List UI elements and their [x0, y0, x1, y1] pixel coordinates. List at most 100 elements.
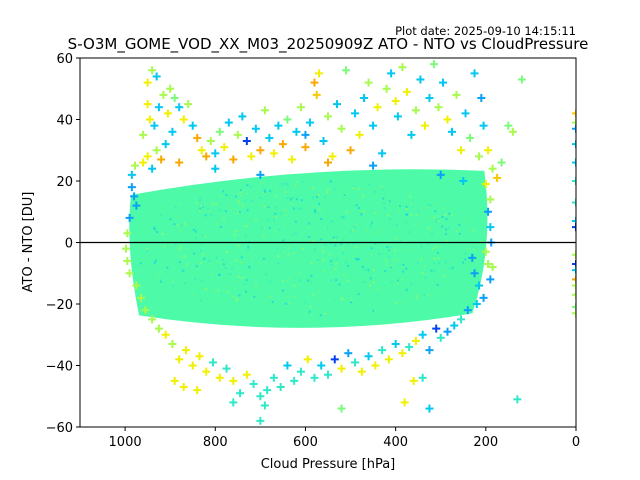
core-speckle [335, 279, 338, 282]
core-speckle [402, 248, 405, 251]
scatter-point [382, 84, 391, 93]
core-speckle [402, 265, 405, 268]
core-speckle [270, 205, 273, 207]
core-speckle [183, 282, 186, 285]
core-speckle [356, 258, 359, 261]
core-speckle [286, 296, 289, 299]
x-tick-label: 1000 [109, 435, 142, 450]
core-speckle [139, 262, 142, 265]
scatter-point [572, 223, 576, 232]
core-speckle [284, 191, 287, 194]
core-speckle [304, 311, 307, 314]
scatter-point [154, 324, 163, 333]
core-speckle [449, 267, 452, 270]
core-speckle [433, 216, 436, 219]
core-speckle [185, 248, 188, 250]
core-speckle [382, 197, 385, 200]
y-axis: −60 −40 −20 0 20 40 60 [46, 52, 80, 436]
scatter-point [572, 303, 576, 312]
core-speckle [224, 267, 227, 269]
core-speckle [384, 259, 387, 262]
scatter-point [123, 229, 132, 238]
scatter-point [256, 146, 265, 155]
scatter-point [488, 263, 497, 272]
core-speckle [430, 269, 433, 272]
core-speckle [420, 245, 423, 248]
core-speckle [389, 246, 392, 249]
core-speckle [246, 192, 249, 195]
scatter-point [170, 376, 179, 385]
scatter-point [188, 361, 197, 370]
core-speckle [330, 264, 333, 266]
core-speckle [283, 225, 286, 228]
scatter-point [206, 137, 215, 146]
core-speckle [443, 274, 446, 277]
core-speckle [281, 289, 284, 292]
scatter-point [287, 155, 296, 164]
core-speckle [395, 237, 398, 240]
core-speckle [231, 267, 234, 270]
core-speckle [311, 186, 314, 189]
core-speckle [382, 202, 385, 204]
core-speckle [395, 259, 398, 262]
core-speckle [226, 206, 229, 209]
scatter-point [405, 343, 414, 352]
core-speckle [319, 314, 322, 317]
core-speckle [200, 249, 202, 252]
scatter-point [432, 324, 441, 333]
core-speckle [333, 188, 336, 190]
core-speckle [248, 266, 251, 269]
scatter-point [175, 103, 184, 112]
core-speckle [156, 231, 159, 233]
scatter-point [130, 192, 139, 201]
core-speckle [318, 290, 321, 293]
scatter-point [402, 87, 411, 96]
core-speckle [436, 217, 439, 220]
scatter-point [152, 146, 161, 155]
scatter-point [247, 152, 256, 161]
scatter-point [211, 149, 220, 158]
core-speckle [210, 213, 213, 216]
core-speckle [180, 224, 183, 227]
core-speckle [160, 280, 162, 283]
core-speckle [173, 223, 176, 226]
core-speckle [437, 251, 439, 254]
core-speckle [319, 179, 322, 182]
scatter-point [398, 63, 407, 72]
scatter-point [179, 115, 188, 124]
scatter-point [123, 256, 132, 265]
core-speckle [252, 196, 255, 199]
scatter-point [484, 260, 493, 269]
core-speckle [185, 263, 188, 266]
scatter-point [193, 133, 202, 142]
x-axis: 1000 800 600 400 200 0 [109, 427, 580, 450]
core-speckle [287, 246, 290, 249]
core-speckle [474, 247, 477, 250]
core-speckle [326, 226, 329, 229]
scatter-point [181, 346, 190, 355]
scatter-point [364, 352, 373, 361]
core-speckle [323, 269, 325, 272]
core-speckle [198, 209, 201, 212]
scatter-point [572, 275, 576, 284]
core-speckle [226, 290, 229, 293]
core-speckle [194, 277, 197, 280]
core-speckle [450, 213, 453, 216]
scatter-point [265, 133, 274, 142]
core-speckle [427, 204, 430, 207]
scatter-point [572, 266, 576, 275]
core-speckle [258, 261, 261, 264]
core-speckle [362, 277, 365, 280]
core-speckle [428, 227, 431, 230]
core-speckle [349, 301, 352, 303]
scatter-point [260, 106, 269, 115]
scatter-point [572, 158, 576, 167]
core-speckle [443, 230, 446, 233]
scatter-point [175, 158, 184, 167]
core-speckle [423, 294, 426, 297]
core-speckle [215, 223, 218, 226]
core-speckle [269, 280, 272, 283]
core-speckle [218, 273, 221, 276]
core-speckle [369, 277, 372, 280]
scatter-point [310, 78, 319, 87]
